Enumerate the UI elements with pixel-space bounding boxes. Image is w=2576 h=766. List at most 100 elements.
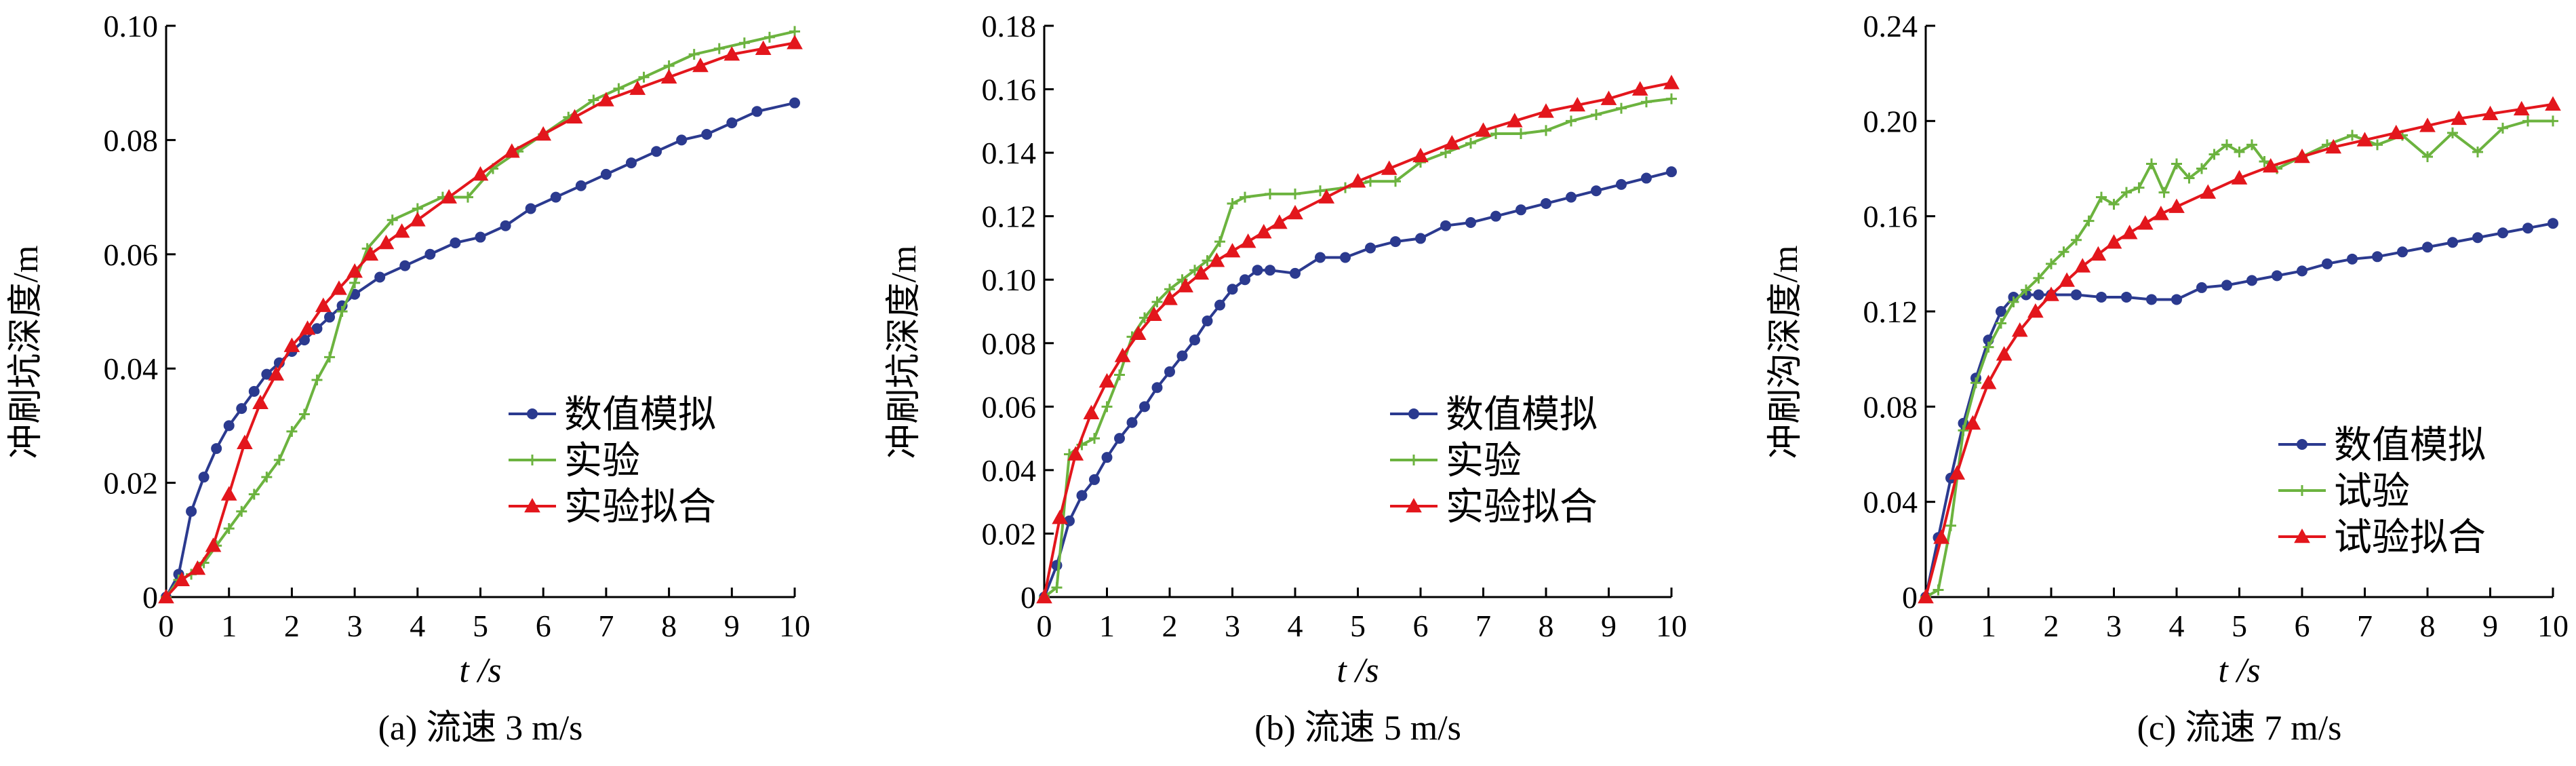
legend-entry: 试验 (2334, 471, 2410, 513)
data-point (387, 214, 398, 226)
data-point (1315, 185, 1326, 197)
x-tick-label: 8 (661, 609, 677, 643)
legend-entry: 实验 (1446, 440, 1522, 482)
data-point (676, 134, 688, 146)
data-point (1349, 173, 1366, 188)
data-point (1475, 122, 1492, 137)
data-point (598, 92, 614, 107)
data-point (2372, 139, 2383, 151)
data-point (2043, 286, 2059, 301)
data-point (1415, 233, 1426, 244)
data-point (1227, 197, 1238, 209)
data-point (2153, 206, 2169, 221)
x-tick-label: 3 (347, 609, 363, 643)
y-tick-label: 0.08 (982, 326, 1037, 361)
data-point (2083, 215, 2095, 227)
data-point (2234, 146, 2245, 157)
data-point (198, 472, 210, 483)
data-point (1569, 96, 1586, 112)
y-tick-label: 0 (1021, 580, 1036, 615)
data-point (174, 571, 191, 587)
data-point (1255, 224, 1272, 239)
x-tick-label: 0 (159, 609, 174, 643)
data-point (2472, 146, 2483, 157)
data-point (2221, 280, 2232, 291)
data-point (1098, 372, 1115, 388)
y-axis-label: 冲刷坑深度/m (885, 246, 924, 459)
data-point (1227, 284, 1238, 295)
y-tick-label: 0 (142, 580, 158, 615)
x-tick-label: 1 (1981, 609, 1996, 643)
data-point (2146, 158, 2157, 170)
data-point (1114, 369, 1125, 381)
data-point (2522, 223, 2533, 234)
x-tick-label: 10 (779, 609, 810, 643)
data-point (1076, 490, 1088, 501)
data-point (2033, 289, 2044, 301)
data-point (223, 420, 235, 432)
data-point (2513, 100, 2530, 116)
data-point (236, 403, 247, 415)
data-point (726, 117, 738, 129)
panel-caption: (a) 流速 3 m/s (378, 709, 583, 748)
data-point (1139, 401, 1150, 413)
legend-marker (1408, 455, 1419, 465)
data-point (252, 394, 269, 410)
x-tick-label: 9 (2482, 609, 2498, 643)
data-point (525, 203, 536, 214)
data-point (462, 191, 473, 203)
data-point (1996, 306, 2006, 317)
data-point (2011, 322, 2028, 337)
data-point (1490, 210, 1501, 222)
data-point (1465, 138, 1476, 149)
data-point (268, 366, 285, 381)
data-point (223, 522, 235, 534)
series-line (165, 30, 795, 598)
x-tick-label: 6 (2295, 609, 2310, 643)
data-point (1290, 188, 1301, 199)
data-point (2451, 110, 2468, 126)
data-point (2108, 199, 2120, 210)
x-tick-label: 3 (1225, 609, 1240, 643)
data-point (2356, 132, 2373, 147)
data-point (1067, 446, 1084, 461)
data-point (472, 166, 489, 181)
data-point (1151, 296, 1163, 307)
x-tick-label: 0 (1037, 609, 1052, 643)
data-point (2447, 237, 2458, 248)
data-point (789, 97, 800, 109)
data-point (550, 191, 561, 203)
data-point (324, 311, 336, 323)
data-point (2096, 191, 2107, 203)
data-point (613, 83, 625, 94)
data-point (2422, 151, 2433, 162)
data-point (2422, 242, 2433, 253)
data-point (2074, 258, 2091, 273)
legend-entry: 实验拟合 (1446, 486, 1598, 529)
data-point (1996, 346, 2013, 361)
data-point (1641, 96, 1652, 108)
data-point (2322, 258, 2333, 269)
legend-marker (527, 408, 538, 419)
y-tick-label: 0.08 (1863, 389, 1918, 424)
data-point (2183, 172, 2195, 184)
panel-c: 0 1 2 3 4 5 6 7 8 9 10 0 0.04 0.08 0.12 0.16 0.20 0.24 t /… (1766, 9, 2569, 748)
data-point (2171, 294, 2182, 305)
data-point (1666, 93, 1677, 104)
data-point (1616, 178, 1627, 190)
data-point (2171, 158, 2182, 170)
x-tick-label: 8 (2420, 609, 2436, 643)
data-point (1214, 236, 1225, 248)
data-point (1052, 510, 1068, 524)
data-point (1541, 125, 1551, 136)
data-point (349, 277, 361, 288)
x-tick-label: 9 (1601, 609, 1617, 643)
data-point (1240, 191, 1250, 203)
data-point (2059, 272, 2075, 287)
data-point (1290, 267, 1301, 279)
legend-entry: 试验拟合 (2334, 517, 2486, 559)
data-point (409, 212, 426, 227)
data-point (1287, 204, 1303, 220)
data-point (1996, 318, 2006, 329)
data-point (1315, 252, 1326, 263)
